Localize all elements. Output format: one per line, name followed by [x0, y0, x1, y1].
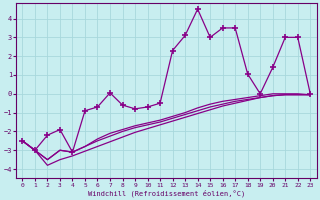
- X-axis label: Windchill (Refroidissement éolien,°C): Windchill (Refroidissement éolien,°C): [88, 189, 245, 197]
